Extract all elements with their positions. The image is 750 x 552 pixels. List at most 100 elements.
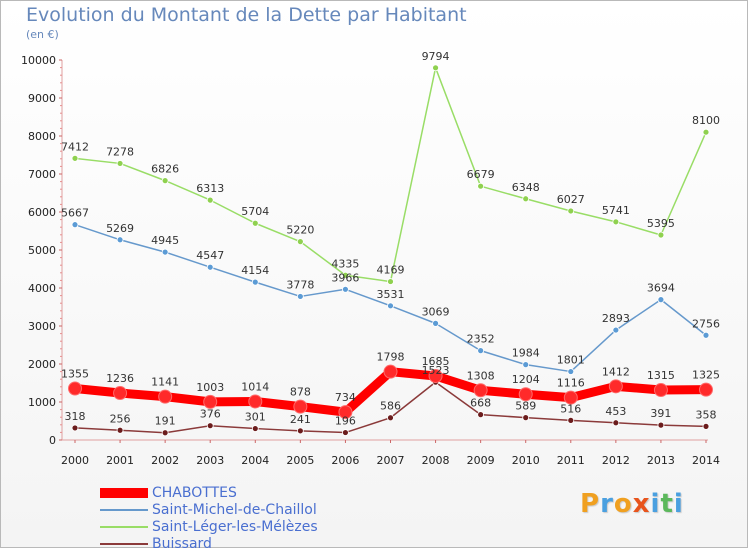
data-label: 878 — [290, 386, 311, 399]
data-label: 4547 — [196, 249, 224, 262]
data-point — [702, 331, 710, 339]
x-tick-label: 2013 — [647, 454, 675, 467]
data-label: 1355 — [61, 368, 89, 381]
legend-label: Saint-Léger-les-Mélèzes — [152, 518, 318, 535]
data-point — [657, 296, 665, 304]
data-label: 1308 — [467, 369, 495, 382]
data-point — [116, 236, 124, 244]
y-tick-label: 9000 — [28, 92, 56, 105]
data-label: 668 — [470, 397, 491, 410]
data-point — [206, 263, 214, 271]
data-label: 241 — [290, 413, 311, 426]
data-point — [296, 293, 304, 300]
data-label: 391 — [650, 407, 671, 420]
data-point — [71, 424, 79, 432]
data-point — [702, 422, 710, 430]
data-point — [428, 368, 443, 383]
data-point — [68, 381, 82, 396]
data-label: 516 — [560, 402, 581, 415]
y-tick-label: 1000 — [28, 396, 56, 409]
data-label: 196 — [335, 415, 356, 428]
legend-item-saint-leger: Saint-Léger-les-Mélèzes — [100, 518, 318, 535]
data-label: 589 — [515, 400, 536, 413]
data-point — [293, 399, 308, 414]
data-point — [338, 405, 353, 420]
data-label: 453 — [605, 405, 626, 418]
data-label: 358 — [696, 408, 717, 421]
legend-swatch — [100, 487, 148, 498]
data-point — [657, 421, 665, 429]
x-tick-label: 2000 — [61, 454, 89, 467]
y-tick-label: 2000 — [28, 358, 56, 371]
data-label: 9794 — [422, 50, 450, 63]
data-label: 3694 — [647, 282, 675, 295]
y-tick-label: 3000 — [28, 320, 56, 333]
data-point — [699, 382, 713, 397]
data-label: 1798 — [377, 351, 405, 364]
data-point — [251, 219, 259, 227]
data-point — [477, 347, 485, 355]
data-label: 318 — [65, 410, 86, 423]
y-tick-label: 4000 — [28, 282, 56, 295]
legend-swatch — [100, 508, 148, 511]
data-label: 1116 — [557, 377, 585, 390]
legend-item-chabottes: CHABOTTES — [100, 484, 318, 501]
data-label: 1315 — [647, 369, 675, 382]
logo-letter: t — [660, 489, 674, 519]
data-point — [71, 221, 79, 229]
data-point — [477, 182, 485, 190]
data-label: 1014 — [241, 380, 269, 393]
y-tick-label: 8000 — [28, 130, 56, 143]
data-label: 5269 — [106, 222, 134, 235]
data-point — [387, 278, 394, 285]
data-label: 301 — [245, 411, 266, 424]
data-label: 586 — [380, 400, 401, 413]
data-label: 3069 — [422, 305, 450, 318]
data-point — [161, 429, 169, 437]
x-tick-label: 2007 — [377, 454, 405, 467]
data-point — [432, 319, 439, 327]
y-tick-label: 5000 — [28, 244, 56, 257]
data-label: 256 — [110, 412, 131, 425]
data-label: 8100 — [692, 114, 720, 127]
data-label: 2352 — [467, 333, 495, 346]
data-label: 6679 — [467, 168, 495, 181]
data-point — [522, 361, 530, 369]
data-point — [161, 248, 169, 256]
data-point — [522, 414, 530, 422]
data-point — [206, 422, 214, 430]
x-tick-label: 2014 — [692, 454, 720, 467]
data-point — [113, 386, 128, 401]
data-label: 1236 — [106, 372, 134, 385]
legend-swatch — [100, 542, 148, 545]
data-label: 4945 — [151, 234, 179, 247]
data-point — [657, 231, 665, 239]
y-tick-label: 0 — [49, 434, 56, 447]
data-label: 7412 — [61, 140, 89, 153]
x-tick-label: 2002 — [151, 454, 179, 467]
data-point — [567, 207, 575, 215]
x-tick-label: 2012 — [602, 454, 630, 467]
data-point — [342, 271, 349, 279]
data-label: 191 — [155, 415, 176, 428]
x-tick-label: 2010 — [512, 454, 540, 467]
data-point — [518, 387, 533, 402]
legend-label: CHABOTTES — [152, 484, 237, 501]
logo-letter: P — [580, 489, 601, 519]
x-tick-label: 2008 — [422, 454, 450, 467]
legend-label: Saint-Michel-de-Chaillol — [152, 501, 317, 518]
data-point — [563, 390, 578, 405]
data-label: 734 — [335, 391, 356, 404]
logo-letter: i — [650, 489, 661, 519]
data-label: 1412 — [602, 365, 630, 378]
data-point — [251, 425, 259, 432]
data-label: 1984 — [512, 347, 540, 360]
data-point — [116, 160, 124, 167]
data-label: 7278 — [106, 145, 134, 158]
data-point — [653, 383, 668, 398]
data-label: 1325 — [692, 369, 720, 382]
data-label: 5220 — [286, 224, 314, 237]
logo-letter: o — [613, 489, 633, 519]
data-point — [342, 285, 349, 293]
